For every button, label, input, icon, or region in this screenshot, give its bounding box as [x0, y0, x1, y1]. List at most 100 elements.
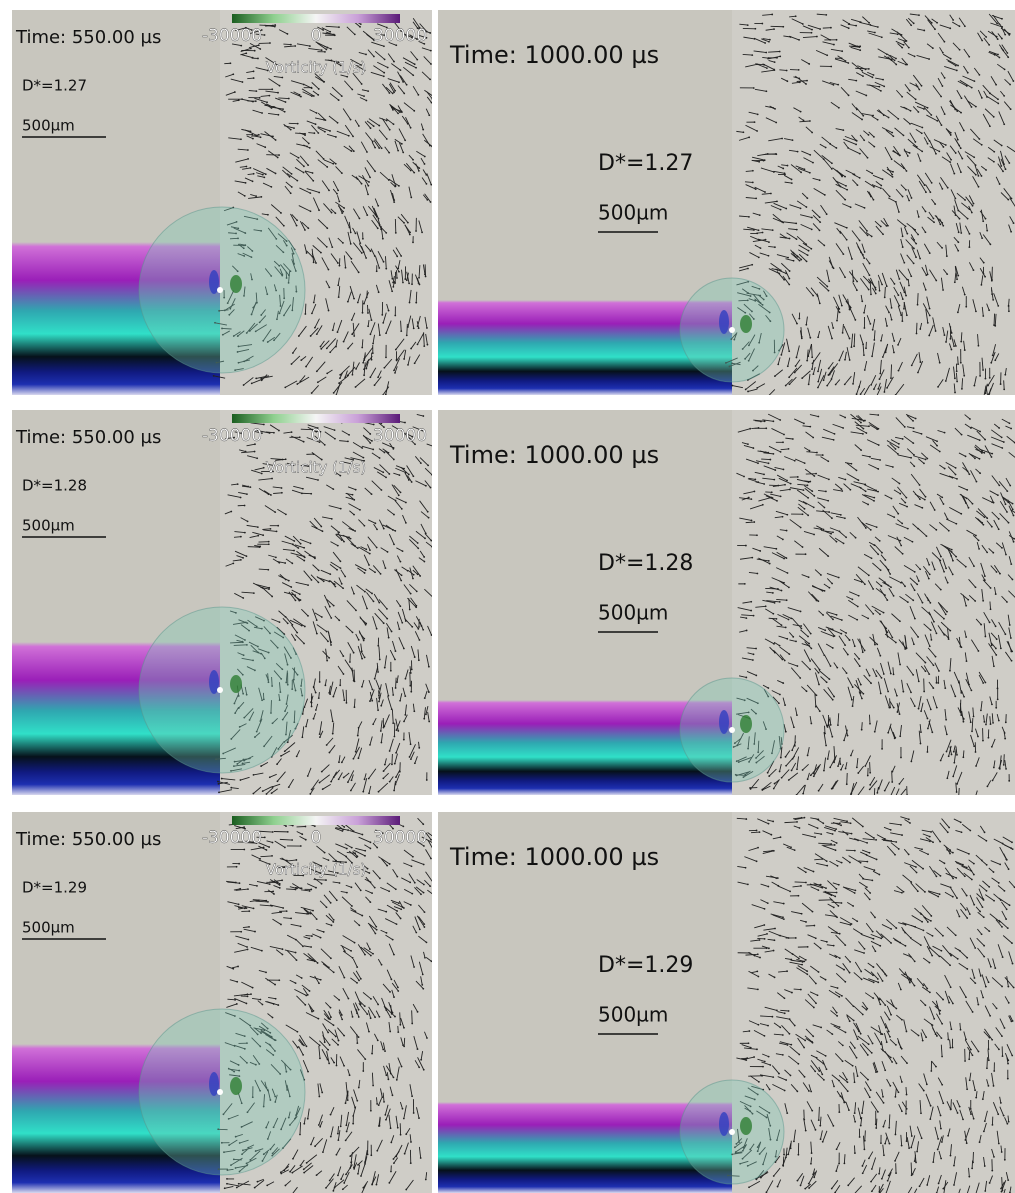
arrow-head — [842, 427, 844, 429]
arrow-head — [825, 745, 827, 747]
arrow-head — [876, 643, 878, 645]
arrow-head — [317, 381, 319, 383]
arrow-head — [793, 260, 795, 262]
arrow-head — [858, 595, 860, 597]
arrow-head — [872, 588, 874, 590]
arrow-head — [268, 493, 270, 495]
arrow-head — [776, 500, 778, 502]
arrow-head — [846, 783, 848, 785]
arrow-head — [906, 314, 908, 316]
arrow-head — [338, 99, 340, 101]
arrow-head — [883, 85, 885, 87]
vortex — [740, 715, 752, 733]
arrow-head — [324, 684, 326, 686]
panel: Time: 550.00 µsD*=1.28500µm-30000030000V… — [12, 410, 432, 795]
arrow-head — [906, 233, 908, 235]
arrow-head — [951, 754, 953, 756]
arrow-head — [786, 638, 788, 640]
arrow-head — [906, 170, 908, 172]
arrow-head — [257, 58, 259, 60]
arrow-head — [386, 138, 388, 140]
arrow-head — [826, 286, 828, 288]
arrow-head — [315, 692, 317, 694]
arrow-head — [969, 208, 971, 210]
arrow-head — [985, 392, 987, 394]
arrow-head — [374, 255, 376, 257]
arrow-head — [824, 194, 826, 196]
arrow-head — [1013, 222, 1015, 224]
arrow-head — [988, 393, 990, 395]
arrow-head — [743, 476, 745, 478]
arrow-head — [401, 622, 403, 624]
arrow-head — [884, 559, 886, 561]
arrow-head — [836, 320, 838, 322]
arrow-head — [936, 440, 938, 442]
arrow-head — [297, 547, 299, 549]
arrow-head — [945, 567, 947, 569]
arrow-head — [218, 783, 220, 785]
arrow-head — [303, 560, 305, 562]
arrow-head — [993, 161, 995, 163]
arrow-head — [393, 201, 395, 203]
arrow-head — [990, 723, 992, 725]
arrow-head — [410, 197, 412, 199]
arrow-head — [756, 387, 758, 389]
arrow-head — [752, 659, 754, 661]
arrow-head — [886, 387, 888, 389]
arrow-head — [889, 196, 891, 198]
arrow-head — [957, 139, 959, 141]
arrow-head — [378, 602, 380, 604]
arrow-head — [919, 568, 921, 570]
arrow-head — [864, 207, 866, 209]
arrow-head — [385, 477, 387, 479]
arrow-head — [410, 348, 412, 350]
arrow-head — [374, 522, 376, 524]
arrow-head — [830, 665, 832, 667]
arrow-head — [299, 380, 301, 382]
arrow-head — [365, 623, 367, 625]
arrow-head — [370, 127, 372, 129]
arrow-head — [952, 19, 954, 21]
arrow-head — [294, 594, 296, 596]
arrow-head — [831, 788, 833, 790]
arrow-head — [887, 691, 889, 693]
arrow-head — [423, 1069, 425, 1071]
arrow-head — [804, 462, 806, 464]
arrow-head — [411, 626, 413, 628]
arrow-head — [1001, 447, 1003, 449]
arrow-head — [324, 51, 326, 53]
arrow-head — [369, 176, 371, 178]
arrow-head — [778, 273, 780, 275]
arrow-head — [283, 225, 285, 227]
arrow-head — [962, 756, 964, 758]
arrow-head — [377, 645, 379, 647]
arrow-head — [278, 154, 280, 156]
arrow-head — [961, 434, 963, 436]
arrow-head — [890, 586, 892, 588]
arrow-head — [422, 415, 424, 417]
contact-point — [217, 287, 223, 293]
arrow-head — [973, 385, 975, 387]
arrow-head — [282, 108, 284, 110]
arrow-head — [991, 279, 993, 281]
arrow-head — [413, 172, 415, 174]
arrow-head — [892, 176, 894, 178]
arrow-head — [807, 755, 809, 757]
arrow-head — [391, 631, 393, 633]
arrow-head — [299, 436, 301, 438]
arrow-head — [893, 352, 895, 354]
arrow-head — [363, 374, 365, 376]
arrow-head — [393, 369, 395, 371]
arrow-head — [995, 648, 997, 650]
arrow-head — [952, 574, 954, 576]
panel: Time: 550.00 µsD*=1.29500µm-30000030000V… — [12, 812, 432, 1193]
arrow-head — [361, 252, 363, 254]
arrow-head — [247, 149, 249, 151]
arrow-head — [912, 599, 914, 601]
arrow-head — [774, 602, 776, 604]
arrow-head — [1013, 515, 1015, 517]
arrow-head — [382, 238, 384, 240]
arrow-head — [800, 171, 802, 173]
arrow-head — [745, 389, 747, 391]
arrow-head — [919, 484, 921, 486]
